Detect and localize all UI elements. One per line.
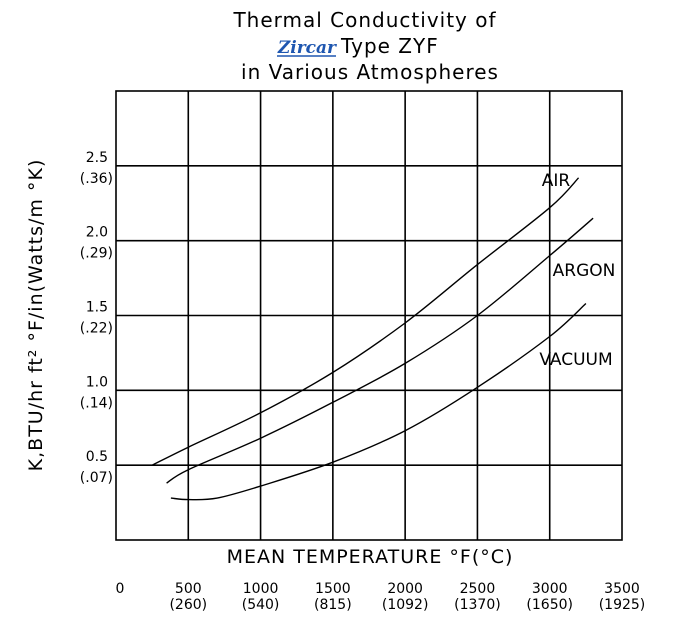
y-tick-sublabel: (.22) (80, 321, 113, 337)
chart-title-line-2: Type ZYF (340, 34, 439, 58)
chart-title-line-3: in Various Atmospheres (241, 60, 499, 84)
series-label-argon: ARGON (553, 261, 616, 281)
x-tick-label: 0 (116, 581, 125, 597)
x-tick-labels: 0 500(260) 1000(540) 1500(815) 2000(1092) 250… (116, 581, 646, 613)
x-tick-label: 1500 (315, 581, 351, 597)
x-tick-sublabel: (815) (314, 597, 352, 613)
x-tick-sublabel: (1370) (454, 597, 501, 613)
x-tick-sublabel: (260) (169, 597, 207, 613)
y-tick-label: 2.5 (86, 150, 108, 166)
y-tick-label: 1.5 (86, 300, 108, 316)
series-line-vacuum (170, 302, 587, 501)
x-tick-sublabel: (1650) (526, 597, 573, 613)
y-tick-label: 1.0 (86, 374, 108, 390)
y-tick-sublabel: (.29) (80, 246, 113, 262)
x-tick-label: 2500 (460, 581, 496, 597)
x-tick-label: 2000 (387, 581, 423, 597)
zircar-logo: Zircar (277, 38, 337, 58)
x-tick-sublabel: (540) (242, 597, 280, 613)
series-labels: AIR ARGON VACUUM (539, 171, 615, 370)
y-axis-label: K,BTU/hr ft² °F/in(Watts/m °K) (25, 159, 47, 472)
x-tick-label: 1000 (243, 581, 279, 597)
x-axis-label: MEAN TEMPERATURE °F(°C) (227, 546, 514, 568)
grid (115, 90, 623, 541)
x-tick-sublabel: (1925) (599, 597, 646, 613)
y-tick-labels: 0.5 (.07) 1.0 (.14) 1.5 (.22) 2.0 (.29) 2.5 (.36) (80, 150, 113, 486)
y-tick-sublabel: (.14) (80, 395, 113, 411)
y-tick-sublabel: (.36) (80, 171, 113, 187)
x-tick-label: 3000 (532, 581, 568, 597)
series-label-air: AIR (542, 171, 571, 191)
x-tick-label: 500 (175, 581, 202, 597)
y-tick-label: 2.0 (86, 225, 108, 241)
series-label-vacuum: VACUUM (539, 350, 612, 370)
x-tick-sublabel: (1092) (382, 597, 429, 613)
y-tick-label: 0.5 (86, 449, 108, 465)
curves (151, 177, 594, 501)
zircar-logo-text: Zircar (277, 38, 337, 58)
x-tick-label: 3500 (604, 581, 640, 597)
y-tick-sublabel: (.07) (80, 470, 113, 486)
series-line-argon (166, 217, 594, 484)
series-line-air (151, 177, 580, 466)
chart-title-line-1: Thermal Conductivity of (232, 8, 496, 32)
